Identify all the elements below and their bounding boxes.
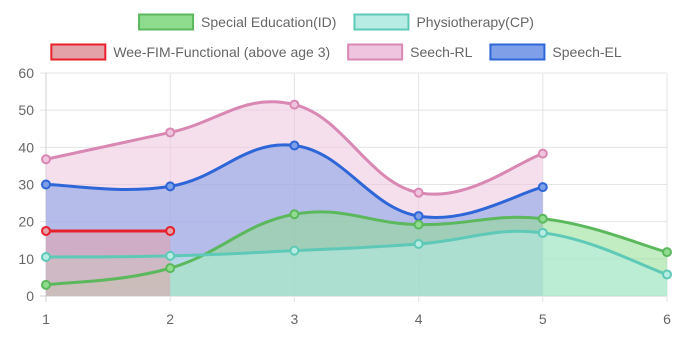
- point-seech-rl[interactable]: [537, 148, 548, 159]
- line-special-education-id: [45, 210, 668, 287]
- point-special-education-id[interactable]: [165, 263, 176, 274]
- point-speech-el[interactable]: [165, 181, 176, 192]
- y-tick-label: 20: [18, 214, 34, 230]
- point-physiotherapy-cp[interactable]: [662, 269, 672, 280]
- x-tick-label: 2: [166, 311, 174, 327]
- legend-swatch-physiotherapy-cp[interactable]: [353, 13, 410, 31]
- area-fills: [46, 101, 667, 297]
- data-points: [41, 99, 672, 290]
- point-speech-el[interactable]: [289, 140, 300, 151]
- line-physiotherapy-cp: [45, 229, 668, 276]
- y-tick-label: 50: [18, 102, 34, 118]
- point-seech-rl[interactable]: [413, 187, 424, 198]
- y-tick-label: 30: [18, 177, 34, 193]
- legend-swatch-speech-el[interactable]: [489, 43, 546, 61]
- point-special-education-id[interactable]: [413, 219, 424, 230]
- y-tick-label: 60: [18, 65, 34, 81]
- point-physiotherapy-cp[interactable]: [537, 227, 548, 238]
- point-physiotherapy-cp[interactable]: [289, 245, 300, 256]
- legend-label-wee-fim-functional-above-age-3[interactable]: Wee-FIM-Functional (above age 3): [113, 44, 330, 60]
- area-physiotherapy-cp: [46, 231, 667, 296]
- point-seech-rl[interactable]: [165, 127, 176, 138]
- legend-swatch-special-education-id[interactable]: [138, 13, 195, 31]
- y-tick-label: 40: [18, 139, 34, 155]
- point-special-education-id[interactable]: [41, 279, 51, 290]
- point-speech-el[interactable]: [41, 179, 51, 190]
- x-tick-label: 3: [291, 311, 299, 327]
- point-speech-el[interactable]: [413, 211, 424, 222]
- x-tick-label: 4: [415, 311, 423, 327]
- x-tick-label: 6: [663, 311, 671, 327]
- axes: 0 10 20 30 40 50 60 1 2 3 4 5 6: [18, 65, 671, 327]
- legend-swatch-seech-rl[interactable]: [347, 43, 404, 61]
- area-wee-fim-functional-above-age-3: [46, 230, 171, 296]
- y-tick-label: 10: [18, 251, 34, 267]
- legend-swatch-wee-fim-functional-above-age-3[interactable]: [50, 43, 107, 61]
- point-speech-el[interactable]: [537, 182, 548, 193]
- point-wee-fim-functional-above-age-3[interactable]: [165, 225, 176, 236]
- point-seech-rl[interactable]: [41, 154, 51, 165]
- legend: Special Education(ID) Physiotherapy(CP) We…: [50, 13, 622, 61]
- legend-label-seech-rl[interactable]: Seech-RL: [410, 44, 472, 60]
- point-wee-fim-functional-above-age-3[interactable]: [41, 225, 51, 236]
- legend-label-speech-el[interactable]: Speech-EL: [552, 44, 621, 60]
- legend-label-physiotherapy-cp[interactable]: Physiotherapy(CP): [416, 14, 534, 30]
- y-tick-label: 0: [26, 288, 34, 304]
- point-special-education-id[interactable]: [289, 209, 300, 220]
- legend-label-special-education-id[interactable]: Special Education(ID): [201, 14, 336, 30]
- x-tick-label: 5: [539, 311, 547, 327]
- x-tick-label: 1: [42, 311, 50, 327]
- point-physiotherapy-cp[interactable]: [41, 251, 51, 262]
- point-seech-rl[interactable]: [289, 99, 300, 110]
- point-physiotherapy-cp[interactable]: [165, 250, 176, 261]
- point-physiotherapy-cp[interactable]: [413, 238, 424, 249]
- point-special-education-id[interactable]: [537, 213, 548, 224]
- point-special-education-id[interactable]: [662, 247, 672, 258]
